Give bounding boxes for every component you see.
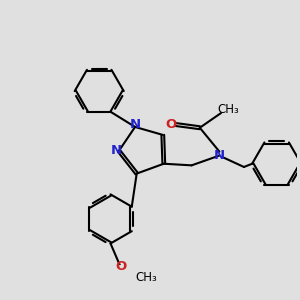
Text: CH₃: CH₃ [218, 103, 239, 116]
Text: O: O [166, 118, 177, 131]
Text: CH₃: CH₃ [136, 271, 158, 284]
Text: N: N [111, 144, 122, 158]
Text: N: N [214, 149, 225, 162]
Text: N: N [130, 118, 141, 131]
Text: O: O [116, 260, 127, 273]
